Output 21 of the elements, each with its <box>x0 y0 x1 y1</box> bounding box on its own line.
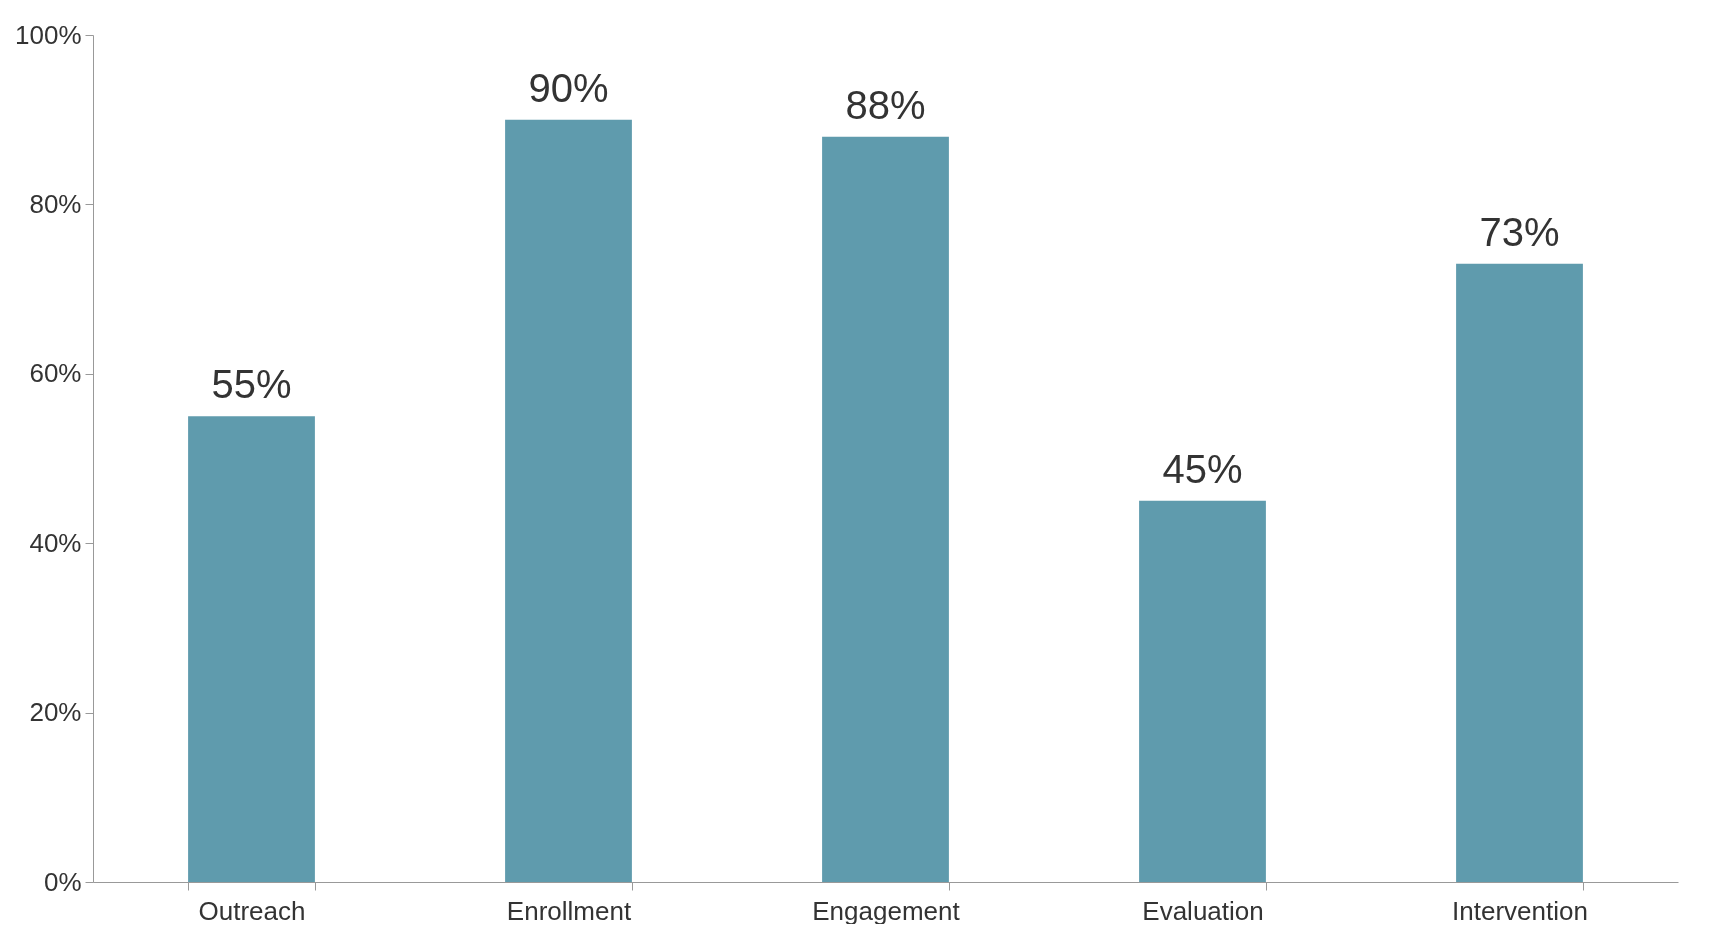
y-tick-label: 0% <box>43 866 82 897</box>
y-tick-label: 20% <box>29 697 82 728</box>
bar <box>822 136 949 882</box>
x-tick-label: Enrollment <box>506 895 632 926</box>
bar <box>188 416 315 882</box>
data-label: 45% <box>1162 446 1243 491</box>
x-tick-label: Intervention <box>1452 895 1588 926</box>
x-tick-label: Engagement <box>812 895 961 926</box>
bar <box>1139 500 1266 882</box>
x-tick-label: Outreach <box>198 895 306 926</box>
y-tick-label: 100% <box>15 19 82 50</box>
x-tick-label: Evaluation <box>1142 895 1264 926</box>
y-tick-label: 60% <box>29 358 82 389</box>
data-label: 88% <box>845 82 926 127</box>
data-label: 90% <box>528 65 609 110</box>
y-tick-label: 80% <box>29 188 82 219</box>
y-tick-label: 40% <box>29 527 82 558</box>
data-label: 73% <box>1479 209 1560 254</box>
bar <box>1456 263 1583 882</box>
bar <box>505 119 632 882</box>
data-label: 55% <box>211 362 292 407</box>
